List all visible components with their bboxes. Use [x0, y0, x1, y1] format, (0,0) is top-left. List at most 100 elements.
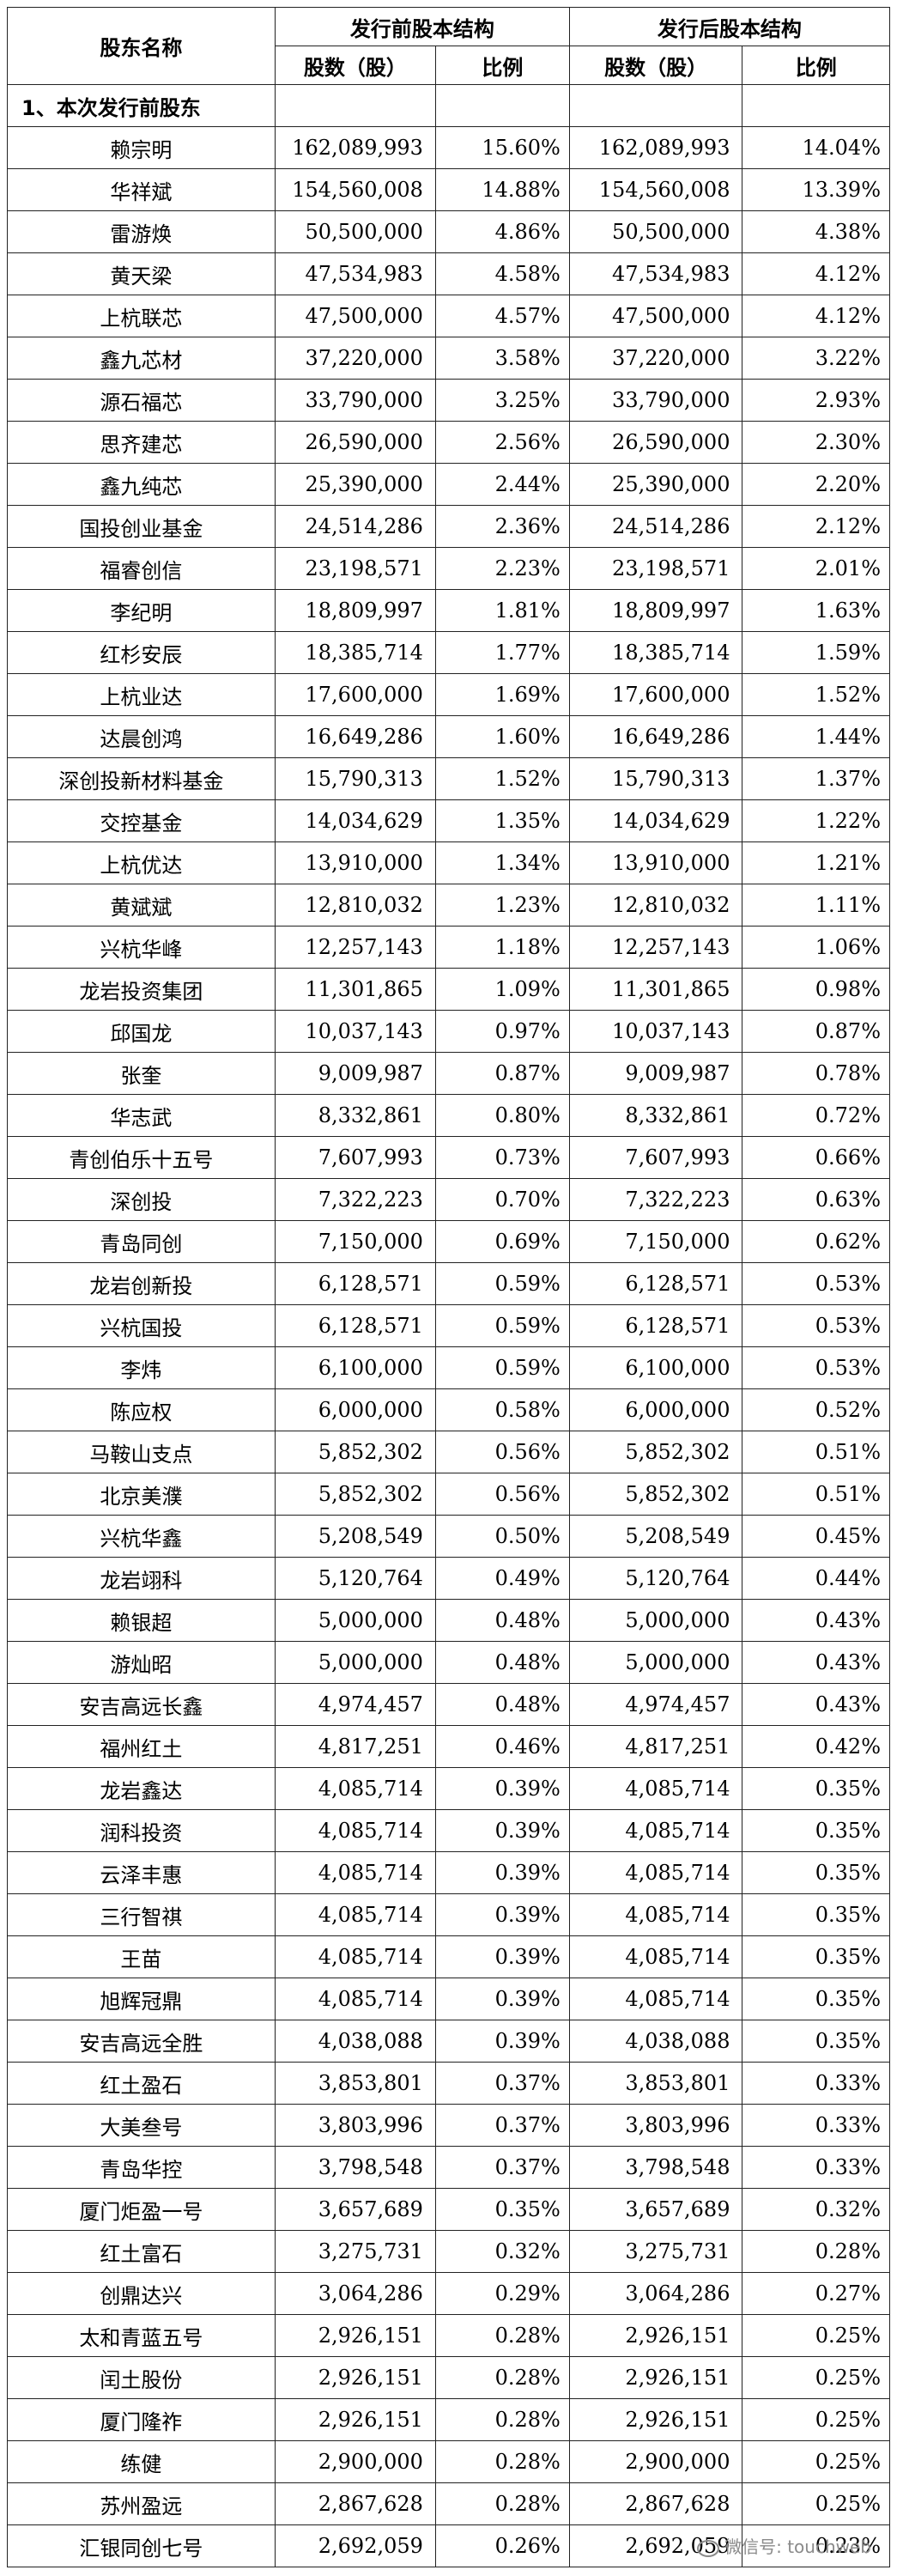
pre-ratio-cell: 0.59%: [434, 1346, 570, 1389]
post-ratio-cell: 14.04%: [742, 126, 890, 169]
table-row: 上杭联芯 47,500,000 4.57% 47,500,000 4.12%: [7, 295, 890, 337]
post-ratio-cell: 13.39%: [742, 168, 890, 211]
header-post-ratio: 比例: [742, 46, 890, 85]
table-row: 兴杭华峰 12,257,143 1.18% 12,257,143 1.06%: [7, 926, 890, 969]
pre-ratio-cell: 0.56%: [434, 1473, 570, 1516]
post-ratio-cell: 2.12%: [742, 505, 890, 548]
pre-ratio-cell: 1.60%: [434, 715, 570, 758]
pre-ratio-cell: 0.48%: [434, 1599, 570, 1642]
table-row: 闰土股份 2,926,151 0.28% 2,926,151 0.25%: [7, 2356, 890, 2399]
post-shares-cell: 2,926,151: [568, 2398, 743, 2441]
post-ratio-cell: 1.52%: [742, 673, 890, 716]
pre-shares-cell: 10,037,143: [274, 1010, 436, 1053]
table-row: 深创投 7,322,223 0.70% 7,322,223 0.63%: [7, 1178, 890, 1221]
post-ratio-cell: 4.38%: [742, 210, 890, 253]
post-shares-cell: 23,198,571: [568, 547, 743, 590]
pre-shares-cell: 4,085,714: [274, 1978, 436, 2020]
pre-ratio-cell: 2.56%: [434, 421, 570, 464]
post-ratio-cell: 0.66%: [742, 1136, 890, 1179]
table-row: 北京美濮 5,852,302 0.56% 5,852,302 0.51%: [7, 1473, 890, 1516]
holder-name-cell: 源石福芯: [7, 379, 276, 422]
post-ratio-cell: 2.30%: [742, 421, 890, 464]
holder-name-cell: 国投创业基金: [7, 505, 276, 548]
post-ratio-cell: 1.11%: [742, 884, 890, 927]
table-row: 游灿昭 5,000,000 0.48% 5,000,000 0.43%: [7, 1641, 890, 1684]
pre-ratio-cell: 0.29%: [434, 2272, 570, 2315]
holder-name-cell: 赖银超: [7, 1599, 276, 1642]
post-shares-cell: 162,089,993: [568, 126, 743, 169]
section-label: 1、本次发行前股东: [7, 84, 276, 127]
table-row: 赖银超 5,000,000 0.48% 5,000,000 0.43%: [7, 1599, 890, 1642]
post-ratio-cell: 0.25%: [742, 2398, 890, 2441]
holder-name-cell: 红杉安辰: [7, 631, 276, 674]
pre-shares-cell: 14,034,629: [274, 799, 436, 842]
post-ratio-cell: 2.01%: [742, 547, 890, 590]
post-ratio-cell: 0.33%: [742, 2146, 890, 2189]
holder-name-cell: 龙岩创新投: [7, 1262, 276, 1305]
table-row: 达晨创鸿 16,649,286 1.60% 16,649,286 1.44%: [7, 715, 890, 758]
table-row: 王苗 4,085,714 0.39% 4,085,714 0.35%: [7, 1935, 890, 1978]
pre-shares-cell: 18,385,714: [274, 631, 436, 674]
post-ratio-cell: 0.63%: [742, 1178, 890, 1221]
table-row: 红土富石 3,275,731 0.32% 3,275,731 0.28%: [7, 2230, 890, 2273]
table-row: 红杉安辰 18,385,714 1.77% 18,385,714 1.59%: [7, 631, 890, 674]
table-row: 国投创业基金 24,514,286 2.36% 24,514,286 2.12%: [7, 505, 890, 548]
holder-name-cell: 马鞍山支点: [7, 1431, 276, 1473]
post-shares-cell: 4,085,714: [568, 1935, 743, 1978]
pre-shares-cell: 3,275,731: [274, 2230, 436, 2273]
post-shares-cell: 50,500,000: [568, 210, 743, 253]
post-ratio-cell: 1.63%: [742, 589, 890, 632]
post-ratio-cell: 0.35%: [742, 1935, 890, 1978]
holder-name-cell: 苏州盈远: [7, 2482, 276, 2525]
post-shares-cell: 3,657,689: [568, 2188, 743, 2231]
pre-ratio-cell: 2.36%: [434, 505, 570, 548]
post-ratio-cell: 4.12%: [742, 252, 890, 295]
pre-ratio-cell: 3.25%: [434, 379, 570, 422]
holder-name-cell: 兴杭华峰: [7, 926, 276, 969]
pre-ratio-cell: 0.39%: [434, 1809, 570, 1852]
table-row: 青岛同创 7,150,000 0.69% 7,150,000 0.62%: [7, 1220, 890, 1263]
table-row: 邱国龙 10,037,143 0.97% 10,037,143 0.87%: [7, 1010, 890, 1053]
post-ratio-cell: 0.87%: [742, 1010, 890, 1053]
pre-ratio-cell: 1.09%: [434, 968, 570, 1011]
table-row: 上杭业达 17,600,000 1.69% 17,600,000 1.52%: [7, 673, 890, 716]
pre-shares-cell: 4,085,714: [274, 1767, 436, 1810]
post-shares-cell: 154,560,008: [568, 168, 743, 211]
watermark: 微信号: touchweb: [697, 2533, 871, 2558]
pre-ratio-cell: 0.87%: [434, 1052, 570, 1095]
post-ratio-cell: 0.98%: [742, 968, 890, 1011]
pre-ratio-cell: 0.39%: [434, 1978, 570, 2020]
post-shares-cell: 4,085,714: [568, 1851, 743, 1894]
pre-ratio-cell: 0.28%: [434, 2482, 570, 2525]
holder-name-cell: 红土盈石: [7, 2062, 276, 2105]
post-ratio-cell: 0.53%: [742, 1346, 890, 1389]
post-shares-cell: 18,809,997: [568, 589, 743, 632]
post-shares-cell: 10,037,143: [568, 1010, 743, 1053]
pre-shares-cell: 37,220,000: [274, 337, 436, 380]
pre-shares-cell: 4,817,251: [274, 1725, 436, 1768]
table-row: 云泽丰惠 4,085,714 0.39% 4,085,714 0.35%: [7, 1851, 890, 1894]
holder-name-cell: 雷游焕: [7, 210, 276, 253]
holder-name-cell: 兴杭华鑫: [7, 1515, 276, 1558]
post-ratio-cell: 1.59%: [742, 631, 890, 674]
table-row: 黄斌斌 12,810,032 1.23% 12,810,032 1.11%: [7, 884, 890, 927]
table-row: 汇银同创七号 2,692,059 0.26% 2,692,059 0.23%: [7, 2524, 890, 2567]
pre-shares-cell: 47,534,983: [274, 252, 436, 295]
table-row: 龙岩创新投 6,128,571 0.59% 6,128,571 0.53%: [7, 1262, 890, 1305]
pre-ratio-cell: 4.58%: [434, 252, 570, 295]
holder-name-cell: 大美叁号: [7, 2104, 276, 2147]
holder-name-cell: 游灿昭: [7, 1641, 276, 1684]
post-shares-cell: 26,590,000: [568, 421, 743, 464]
pre-ratio-cell: 0.46%: [434, 1725, 570, 1768]
pre-shares-cell: 162,089,993: [274, 126, 436, 169]
post-ratio-cell: 0.32%: [742, 2188, 890, 2231]
watermark-text: 微信号: touchweb: [724, 2537, 871, 2557]
pre-shares-cell: 3,853,801: [274, 2062, 436, 2105]
pre-ratio-cell: 0.26%: [434, 2524, 570, 2567]
pre-ratio-cell: 0.39%: [434, 2020, 570, 2063]
post-shares-cell: 9,009,987: [568, 1052, 743, 1095]
table-row: 马鞍山支点 5,852,302 0.56% 5,852,302 0.51%: [7, 1431, 890, 1473]
pre-shares-cell: 3,657,689: [274, 2188, 436, 2231]
pre-ratio-cell: 0.49%: [434, 1557, 570, 1600]
post-ratio-cell: 0.43%: [742, 1683, 890, 1726]
